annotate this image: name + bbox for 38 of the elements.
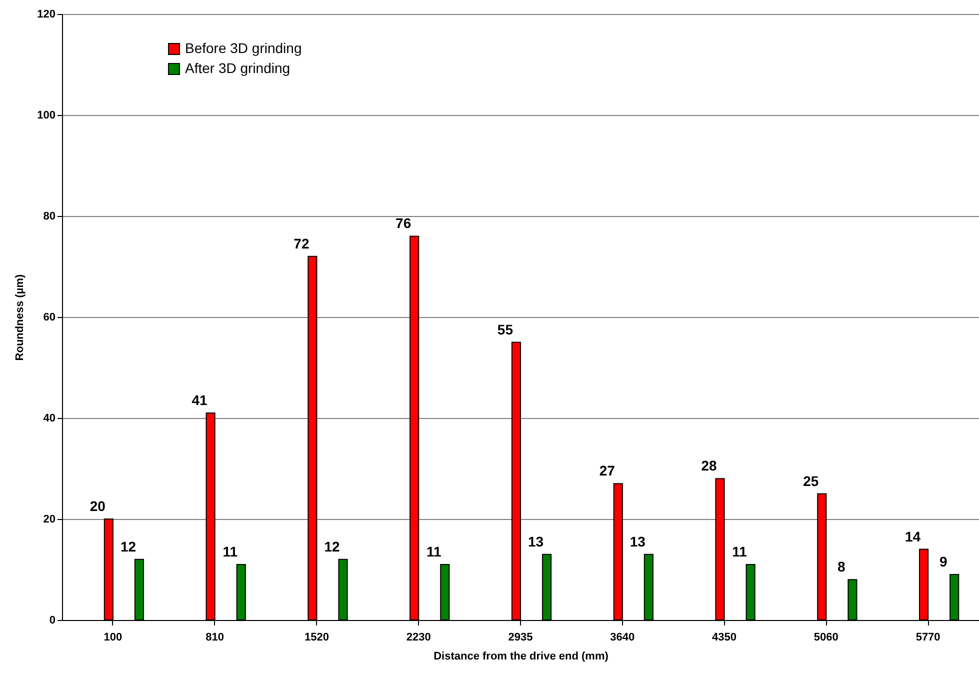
x-tick-label: 100	[104, 632, 122, 644]
legend-label: After 3D grinding	[185, 60, 290, 76]
data-label: 76	[396, 215, 412, 232]
x-tick-label: 2935	[508, 632, 533, 644]
data-label: 13	[630, 533, 646, 550]
x-tick-label: 5060	[814, 632, 838, 644]
data-label: 55	[497, 321, 514, 338]
y-axis-title: Roundness (µm)	[14, 274, 26, 361]
data-label: 11	[222, 543, 238, 560]
x-axis-title: Distance from the drive end (mm)	[434, 650, 609, 662]
y-tick-label: 0	[49, 614, 56, 626]
data-label: 72	[294, 235, 310, 252]
y-tick-label: 80	[43, 210, 56, 222]
data-label: 9	[939, 554, 948, 570]
data-label: 28	[701, 458, 717, 474]
x-tick-label: 810	[206, 632, 224, 644]
x-tick-label: 4350	[712, 632, 737, 644]
y-tick-label: 120	[37, 8, 56, 20]
x-tick-label: 1520	[304, 632, 329, 644]
data-label: 27	[599, 462, 616, 479]
y-tick-label: 20	[43, 514, 56, 526]
data-label: 8	[838, 558, 846, 575]
y-tick-label: 100	[37, 110, 56, 122]
x-tick-label: 2230	[406, 632, 431, 644]
data-label: 25	[803, 472, 819, 489]
data-label: 14	[904, 528, 921, 544]
data-label: 11	[732, 543, 748, 560]
x-tick-label: 5770	[916, 632, 940, 644]
data-label: 20	[90, 498, 106, 514]
data-label: 12	[120, 538, 136, 554]
y-tick-label: 60	[43, 312, 56, 324]
x-tick-label: 3640	[610, 632, 635, 644]
data-label: 13	[528, 533, 544, 550]
data-label: 11	[426, 543, 442, 560]
legend-label: Before 3D grinding	[185, 40, 302, 56]
data-label: 12	[324, 538, 340, 554]
data-label: 41	[192, 392, 208, 408]
y-tick-label: 40	[43, 412, 56, 424]
